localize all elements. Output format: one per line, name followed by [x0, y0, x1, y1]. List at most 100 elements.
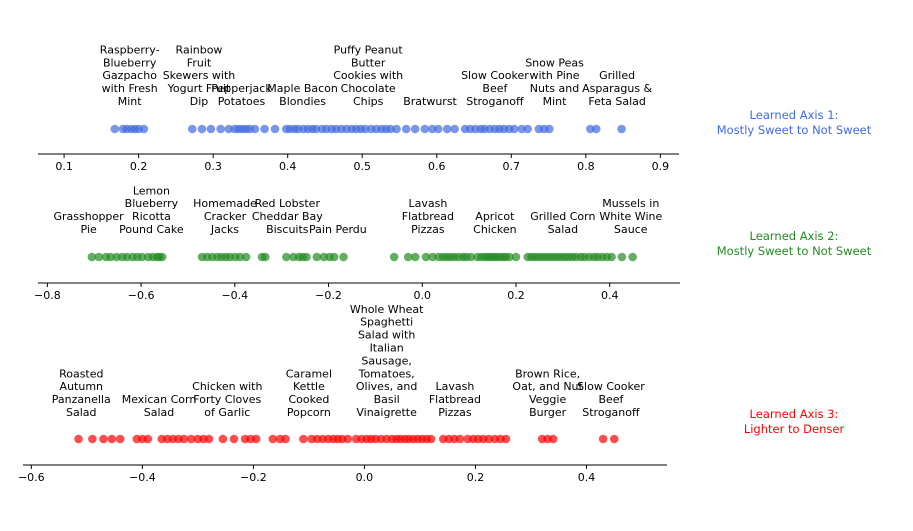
data-point	[302, 252, 311, 262]
data-point	[427, 124, 437, 134]
data-point	[607, 252, 616, 262]
data-point	[299, 434, 308, 444]
x-tick-label: 0.0	[414, 289, 432, 302]
data-point	[250, 124, 260, 134]
x-tick-label: 0.4	[279, 160, 297, 173]
x-tick-label: 0.6	[428, 160, 446, 173]
recipe-label: Brown Rice, Oat, and Nut Veggie Burger	[512, 367, 583, 419]
data-point	[505, 252, 514, 262]
data-point	[339, 252, 348, 262]
recipe-label: Grasshopper Pie	[54, 210, 125, 236]
recipe-label: Lavash Flatbread Pizzas	[402, 197, 454, 236]
data-point	[455, 434, 465, 444]
recipe-label: Bratwurst	[403, 95, 457, 108]
data-point	[186, 434, 196, 444]
x-tick-label: 0.7	[503, 160, 521, 173]
data-point	[270, 124, 280, 134]
recipe-label: Puffy Peanut Butter Cookies with Chocolate C…	[333, 43, 403, 108]
data-point	[281, 434, 290, 444]
axis-subtitle: Mostly Sweet to Not Sweet	[717, 244, 872, 258]
x-tick-label: 0.1	[55, 160, 73, 173]
data-point	[74, 434, 83, 444]
axis-title: Learned Axis 2:	[750, 229, 839, 243]
recipe-label: Slow Cooker Beef Stroganoff	[461, 69, 529, 108]
recipe-label: Slow Cooker Beef Stroganoff	[577, 380, 645, 419]
data-point	[218, 434, 228, 444]
data-point	[179, 434, 189, 444]
data-point	[137, 252, 147, 262]
x-tick-label: 0.9	[652, 160, 670, 173]
data-point	[312, 252, 322, 262]
data-point	[509, 124, 519, 134]
data-point	[617, 124, 626, 134]
x-tick-label: 0.2	[467, 471, 485, 484]
recipe-label: Chicken with Forty Cloves of Garlic	[192, 380, 262, 419]
x-tick-label: 0.4	[578, 471, 596, 484]
data-point	[260, 124, 269, 134]
recipe-label: Mussels in White Wine Sauce	[599, 197, 662, 236]
recipe-label: Pain Perdu	[309, 223, 367, 236]
data-point	[115, 434, 125, 444]
recipe-label: Pepperjack Potatoes	[211, 82, 272, 108]
x-tick-label: −0.2	[315, 289, 342, 302]
x-tick-label: −0.4	[221, 289, 248, 302]
data-point	[410, 124, 420, 134]
data-point	[229, 434, 239, 444]
data-point	[466, 252, 476, 262]
recipe-label: Maple Bacon Blondies	[267, 82, 338, 108]
data-point	[403, 252, 413, 262]
recipe-label: Mexican Corn Salad	[122, 393, 197, 419]
axis-1-panel: 0.1 0.2 0.3 0.4 0.5 0.6 0.7 0.8 0.9 Raspberry-Blu…	[38, 43, 872, 173]
data-point	[617, 252, 627, 262]
data-point	[433, 124, 443, 134]
x-tick-label: 0.4	[601, 289, 619, 302]
data-point	[389, 252, 399, 262]
data-point	[450, 124, 459, 134]
data-point	[392, 124, 401, 134]
data-point	[609, 434, 619, 444]
recipe-label: Homemade Cracker Jacks	[193, 197, 257, 236]
data-point	[268, 434, 278, 444]
recipe-label: Raspberry-Blueberry Gazpacho with Fresh Min…	[100, 43, 160, 108]
x-tick-label: −0.4	[129, 471, 156, 484]
data-point	[484, 434, 494, 444]
data-point	[386, 124, 395, 134]
data-point	[187, 124, 197, 134]
axis-title: Learned Axis 1:	[750, 108, 839, 122]
data-point	[426, 434, 436, 444]
data-point	[421, 252, 431, 262]
data-point	[329, 252, 339, 262]
data-point	[311, 124, 321, 134]
recipe-label: Roasted Autumn Panzanella Salad	[52, 367, 111, 419]
data-point	[87, 252, 97, 262]
recipe-label: Whole Wheat Spaghetti Salad with Italian Sau…	[350, 303, 424, 419]
data-point	[107, 434, 117, 444]
data-point	[523, 124, 532, 134]
data-point	[139, 124, 149, 134]
recipe-label: Caramel Kettle Cooked Popcorn	[286, 367, 332, 419]
axis-subtitle: Lighter to Denser	[744, 422, 845, 436]
data-point	[501, 434, 511, 444]
x-tick-label: 0.5	[353, 160, 371, 173]
data-point	[197, 124, 207, 134]
x-tick-label: 0.3	[204, 160, 222, 173]
data-point	[157, 252, 167, 262]
data-point	[143, 434, 153, 444]
data-point	[442, 124, 452, 134]
x-tick-label: 0.8	[577, 160, 595, 173]
data-point	[260, 252, 270, 262]
data-point	[94, 252, 104, 262]
recipe-label: Grilled Asparagus & Feta Salad	[582, 69, 652, 108]
data-point	[343, 434, 353, 444]
x-tick-label: −0.8	[34, 289, 61, 302]
axis-3-panel: −0.6 −0.4 −0.2 0.0 0.2 0.4 Roasted Autumn Panzan…	[18, 303, 844, 484]
data-point	[241, 252, 251, 262]
data-point	[598, 434, 608, 444]
data-point	[517, 124, 527, 134]
recipe-label: Rainbow Fruit Skewers with Yogurt Fruit Dip	[163, 43, 236, 108]
data-point	[586, 124, 595, 134]
data-point	[282, 252, 291, 262]
data-point	[251, 434, 261, 444]
